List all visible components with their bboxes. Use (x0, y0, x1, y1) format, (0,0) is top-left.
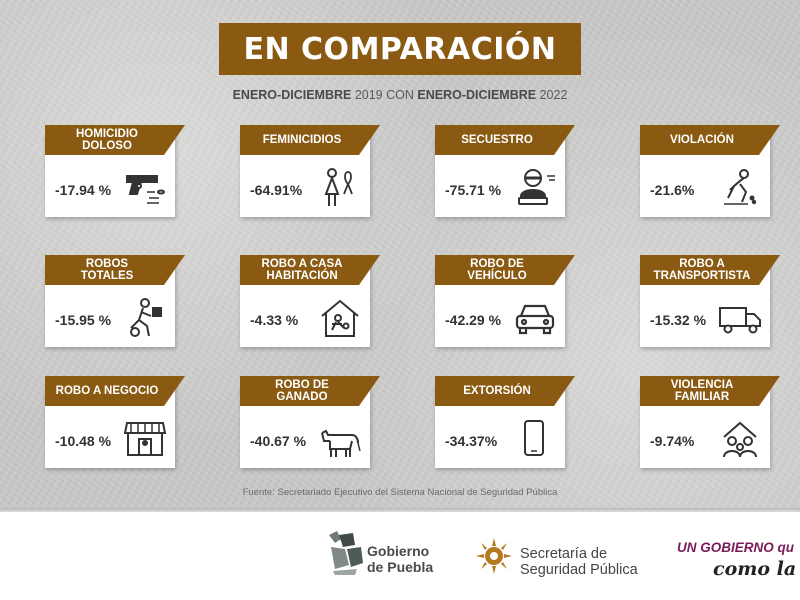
subtitle-year-1: 2019 CON (351, 88, 418, 102)
phone-icon (513, 419, 557, 459)
card-feminicidios: FEMINICIDIOS -64.91% (240, 125, 380, 217)
card-label: SECUESTRO (435, 125, 575, 155)
card-value: -9.74% (650, 433, 695, 449)
card-violacion: VIOLACIÓN -21.6% (640, 125, 780, 217)
house-burglary-icon (318, 298, 362, 338)
slogan-line-1: UN GOBIERNO qu (677, 540, 794, 555)
ssp-sun-emblem-icon (476, 538, 512, 574)
card-robo-vehiculo: ROBO DE VEHÍCULO -42.29 % (435, 255, 575, 347)
card-value: -40.67 % (250, 433, 307, 449)
cow-icon (318, 419, 362, 459)
card-label: ROBO A TRANSPORTISTA (640, 255, 780, 285)
card-value: -17.94 % (55, 182, 112, 198)
subtitle-year-2: 2022 (536, 88, 568, 102)
card-value: -4.33 % (250, 312, 299, 328)
title-banner: EN COMPARACIÓN (219, 23, 581, 75)
card-value: -21.6% (650, 182, 695, 198)
card-label: ROBOS TOTALES (45, 255, 185, 285)
card-label: ROBO DE GANADO (240, 376, 380, 406)
slogan-line-2: como la (713, 558, 797, 580)
ssp-text: Secretaría de Seguridad Pública (520, 546, 638, 578)
card-violencia-familiar: VIOLENCIA FAMILIAR -9.74% (640, 376, 780, 468)
card-label: ROBO DE VEHÍCULO (435, 255, 575, 285)
card-value: -42.29 % (445, 312, 502, 328)
card-value: -75.71 % (445, 182, 502, 198)
card-extorsion: EXTORSIÓN -34.37% (435, 376, 575, 468)
store-icon (123, 419, 167, 459)
card-secuestro: SECUESTRO -75.71 % (435, 125, 575, 217)
car-icon (513, 298, 557, 338)
truck-icon (718, 298, 762, 338)
puebla-emblem-icon (329, 531, 363, 575)
hostage-icon (513, 168, 557, 208)
card-label: ROBO A NEGOCIO (45, 376, 185, 406)
woman-ribbon-icon (318, 168, 362, 208)
family-house-icon (718, 419, 762, 459)
card-value: -34.37% (445, 433, 498, 449)
footer-divider (0, 508, 800, 512)
card-label: VIOLACIÓN (640, 125, 780, 155)
card-label: ROBO A CASA HABITACIÓN (240, 255, 380, 285)
period-subtitle: ENERO-DICIEMBRE 2019 CON ENERO-DICIEMBRE… (200, 88, 600, 102)
card-label: HOMICIDIO DOLOSO (45, 125, 185, 155)
slogan: UN GOBIERNO qu como la (677, 537, 800, 587)
card-value: -15.95 % (55, 312, 112, 328)
card-value: -15.32 % (650, 312, 707, 328)
card-label: FEMINICIDIOS (240, 125, 380, 155)
card-robo-ganado: ROBO DE GANADO -40.67 % (240, 376, 380, 468)
ssp-logo: Secretaría de Seguridad Pública (474, 534, 664, 582)
gobierno-puebla-text: Gobierno de Puebla (367, 543, 434, 575)
card-robo-transportista: ROBO A TRANSPORTISTA -15.32 % (640, 255, 780, 347)
card-label: EXTORSIÓN (435, 376, 575, 406)
source-note: Fuente: Secretariado Ejecutivo del Siste… (242, 487, 558, 498)
card-robo-casa-habitacion: ROBO A CASA HABITACIÓN -4.33 % (240, 255, 380, 347)
card-robo-negocio: ROBO A NEGOCIO -10.48 % (45, 376, 185, 468)
gobierno-puebla-logo: Gobierno de Puebla (325, 527, 465, 579)
thief-running-icon (123, 298, 167, 338)
card-homicidio-doloso: HOMICIDIO DOLOSO -17.94 % (45, 125, 185, 217)
gun-icon (123, 168, 167, 208)
subtitle-period-2: ENERO-DICIEMBRE (417, 88, 537, 102)
victim-icon (718, 168, 762, 208)
card-value: -64.91% (250, 182, 303, 198)
card-value: -10.48 % (55, 433, 112, 449)
card-robos-totales: ROBOS TOTALES -15.95 % (45, 255, 185, 347)
page-title: EN COMPARACIÓN (243, 31, 557, 67)
subtitle-period-1: ENERO-DICIEMBRE (232, 88, 352, 102)
card-label: VIOLENCIA FAMILIAR (640, 376, 780, 406)
